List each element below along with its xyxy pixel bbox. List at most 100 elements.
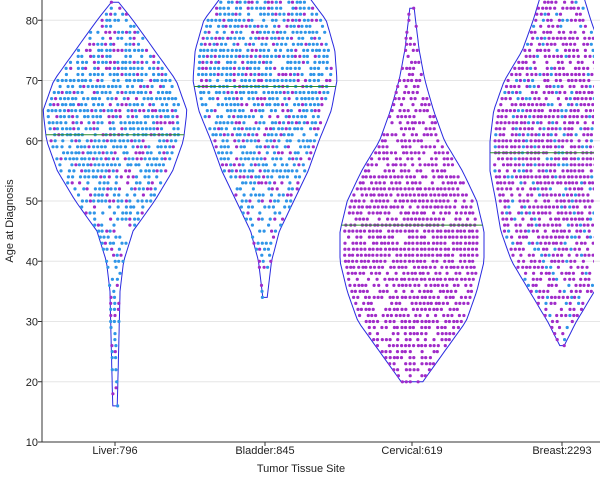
data-point <box>571 36 575 40</box>
data-point <box>446 253 451 257</box>
data-point <box>511 181 515 185</box>
data-point <box>286 48 290 53</box>
data-point <box>449 265 453 269</box>
data-point <box>510 72 514 77</box>
data-point <box>429 301 433 305</box>
data-point <box>47 121 51 125</box>
data-point <box>137 139 141 143</box>
data-point <box>560 115 564 119</box>
data-point <box>137 48 141 53</box>
data-point <box>107 157 111 161</box>
data-point <box>562 72 566 77</box>
data-point <box>115 169 119 173</box>
data-point <box>444 205 448 209</box>
data-point <box>82 84 86 89</box>
data-point <box>347 235 351 239</box>
data-point <box>273 211 277 215</box>
data-point <box>160 157 164 161</box>
data-point <box>395 295 399 299</box>
data-point <box>145 187 150 191</box>
data-point <box>312 78 316 83</box>
data-point <box>360 193 364 197</box>
data-point <box>432 295 436 299</box>
data-point <box>411 307 415 311</box>
data-point <box>435 350 439 354</box>
data-point <box>279 157 283 161</box>
data-point <box>93 223 97 227</box>
data-point <box>542 72 546 77</box>
data-point <box>400 139 404 143</box>
data-point <box>56 103 60 107</box>
data-point <box>392 319 396 324</box>
data-point <box>547 277 552 281</box>
data-point <box>428 362 432 366</box>
data-point <box>367 253 371 257</box>
data-point <box>400 350 404 354</box>
data-point <box>550 259 554 263</box>
data-point <box>305 121 310 125</box>
data-point <box>587 229 591 233</box>
data-point <box>263 0 267 4</box>
data-point <box>391 247 395 251</box>
data-point <box>101 60 105 64</box>
data-point <box>278 0 282 4</box>
data-point <box>307 157 311 161</box>
data-point <box>64 66 68 70</box>
data-point <box>201 60 205 64</box>
data-point <box>579 253 584 257</box>
data-point <box>590 175 594 179</box>
data-point <box>126 115 130 119</box>
data-point <box>553 332 557 336</box>
data-point <box>530 133 534 137</box>
data-point <box>380 139 384 143</box>
data-point <box>501 109 505 113</box>
data-point <box>89 30 93 34</box>
data-point <box>102 187 106 191</box>
data-point <box>263 133 267 137</box>
data-point <box>546 199 551 203</box>
data-point <box>543 313 547 318</box>
data-point <box>382 199 386 203</box>
data-point <box>420 103 424 107</box>
data-point <box>230 0 234 4</box>
data-point <box>535 36 540 40</box>
data-point <box>559 54 564 59</box>
data-point <box>241 211 245 215</box>
data-point <box>440 338 444 342</box>
data-point <box>579 127 583 131</box>
data-point <box>547 115 551 119</box>
data-point <box>565 139 569 143</box>
data-point <box>444 338 448 342</box>
data-point <box>261 163 265 167</box>
data-point <box>316 115 320 119</box>
data-point <box>556 24 560 28</box>
data-point <box>528 54 532 59</box>
data-point <box>410 60 414 64</box>
data-point <box>467 235 471 239</box>
data-point <box>96 169 100 173</box>
data-point <box>411 259 415 263</box>
data-point <box>592 60 594 64</box>
data-point <box>403 90 407 95</box>
data-point <box>302 6 306 10</box>
data-point <box>249 60 253 64</box>
data-point <box>499 103 503 107</box>
data-point <box>436 325 440 330</box>
data-point <box>299 157 303 161</box>
data-point <box>105 259 109 263</box>
data-point <box>286 60 290 64</box>
data-point <box>544 97 548 101</box>
data-point <box>107 115 111 119</box>
data-point <box>94 175 98 179</box>
data-point <box>124 60 128 64</box>
data-point <box>268 103 272 107</box>
data-point <box>398 313 402 318</box>
data-point <box>407 139 412 143</box>
data-point <box>562 289 566 293</box>
data-point <box>551 241 556 245</box>
data-point <box>257 163 261 167</box>
data-point <box>407 259 412 263</box>
data-point <box>545 60 549 64</box>
data-point <box>500 211 504 215</box>
data-point <box>116 157 120 161</box>
